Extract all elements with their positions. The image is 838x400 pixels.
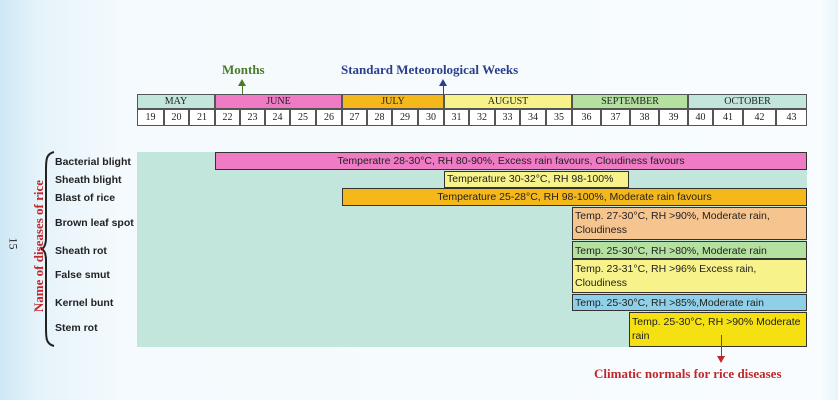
week-cell: 37 — [601, 109, 630, 126]
week-cell: 34 — [520, 109, 546, 126]
bar-text: Temp. 25-30°C, RH >90% Moderate rain — [632, 316, 801, 342]
bar-sheath-blight: Temperature 30-32°C, RH 98-100% — [444, 171, 629, 188]
month-october: OCTOBER — [688, 94, 807, 109]
week-cell: 32 — [469, 109, 495, 126]
months-label: Months — [222, 62, 265, 77]
week-cell: 28 — [367, 109, 392, 126]
bar-false-smut: Temp. 23-31°C, RH >96% Excess rain, Clou… — [572, 259, 807, 293]
week-cell: 36 — [572, 109, 601, 126]
week-cell: 23 — [240, 109, 265, 126]
week-cell: 24 — [265, 109, 290, 126]
bar-text: Temperature 30-32°C, RH 98-100% — [447, 173, 614, 185]
caption-arrow — [721, 335, 722, 357]
week-cell: 43 — [776, 109, 807, 126]
disease-label: Bacterial blight — [55, 156, 131, 168]
week-cell: 29 — [392, 109, 418, 126]
y-axis-title: Name of diseases of rice — [31, 179, 46, 313]
smw-label: Standard Meteorological Weeks — [341, 62, 519, 77]
disease-label: Brown leaf spot — [55, 217, 134, 229]
month-june: JUNE — [215, 94, 342, 109]
week-cell: 39 — [659, 109, 688, 126]
week-cell: 20 — [164, 109, 189, 126]
disease-label: Kernel bunt — [55, 297, 114, 309]
bar-text: Temp. 27-30°C, RH >90%, Moderate rain, C… — [575, 210, 770, 236]
left-brace-icon — [40, 151, 55, 347]
disease-label: Sheath blight — [55, 174, 122, 186]
caption-arrow-head — [717, 356, 725, 363]
week-cell: 38 — [630, 109, 659, 126]
month-may: MAY — [137, 94, 215, 109]
week-cell: 30 — [418, 109, 444, 126]
month-july: JULY — [342, 94, 444, 109]
figure-caption: Climatic normals for rice diseases — [594, 366, 782, 381]
week-cell: 41 — [713, 109, 743, 126]
months-arrow — [242, 85, 243, 94]
week-cell: 19 — [137, 109, 164, 126]
disease-label: Sheath rot — [55, 245, 107, 257]
month-september: SEPTEMBER — [572, 94, 688, 109]
disease-label: Stem rot — [55, 322, 98, 334]
week-cell: 21 — [189, 109, 215, 126]
bar-text: Temp. 25-30°C, RH >80%, Moderate rain — [575, 245, 767, 257]
disease-label: False smut — [55, 269, 110, 281]
page-number: 15 — [6, 237, 21, 250]
week-cell: 27 — [342, 109, 367, 126]
bar-stem-rot: Temp. 25-30°C, RH >90% Moderate rain — [629, 312, 807, 347]
week-cell: 25 — [290, 109, 316, 126]
bar-blast-of-rice: Temperature 25-28°C, RH 98-100%, Moderat… — [342, 188, 807, 206]
smw-arrow-head — [439, 79, 447, 86]
bar-text: Temp. 25-30°C, RH >85%,Moderate rain — [575, 297, 764, 309]
week-cell: 33 — [495, 109, 520, 126]
week-cell: 40 — [688, 109, 713, 126]
bar-sheath-rot: Temp. 25-30°C, RH >80%, Moderate rain — [572, 241, 807, 259]
bar-bacterial-blight: Temperatre 28-30°C, RH 80-90%, Excess ra… — [215, 152, 807, 170]
week-cell: 26 — [316, 109, 342, 126]
smw-arrow — [443, 85, 444, 94]
months-arrow-head — [238, 79, 246, 86]
bar-text: Temperature 25-28°C, RH 98-100%, Moderat… — [437, 191, 712, 203]
week-cell: 35 — [546, 109, 572, 126]
month-august: AUGUST — [444, 94, 572, 109]
bar-text: Temperatre 28-30°C, RH 80-90%, Excess ra… — [337, 155, 685, 167]
bar-text: Temp. 23-31°C, RH >96% Excess rain, Clou… — [575, 263, 757, 289]
bar-kernel-bunt: Temp. 25-30°C, RH >85%,Moderate rain — [572, 294, 807, 311]
week-cell: 22 — [215, 109, 240, 126]
week-cell: 42 — [743, 109, 776, 126]
week-cell: 31 — [444, 109, 469, 126]
disease-label: Blast of rice — [55, 192, 116, 204]
bar-brown-leaf-spot: Temp. 27-30°C, RH >90%, Moderate rain, C… — [572, 207, 807, 240]
